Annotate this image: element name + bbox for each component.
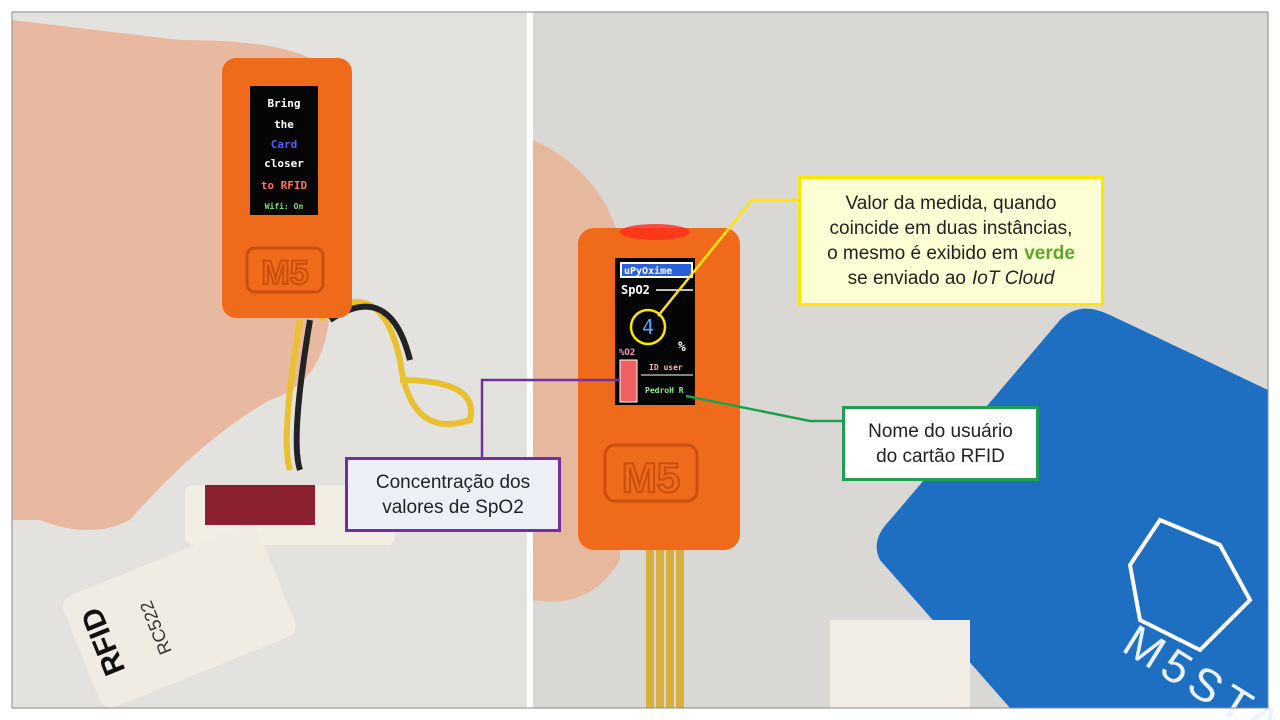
callout-text: coincide em duas instâncias, <box>829 218 1073 239</box>
callout: Valor da medida, quando coincide em duas… <box>798 176 1104 306</box>
card <box>876 308 1268 708</box>
screen-text: Card <box>271 138 298 151</box>
screen-text: SpO2 <box>621 283 650 297</box>
logo-frame <box>603 443 699 503</box>
screen-text: Bring <box>267 97 300 110</box>
screen-text: PedroH R <box>645 386 684 395</box>
screen <box>250 86 318 215</box>
screen-text: the <box>274 118 294 131</box>
logo: M5 <box>261 254 308 292</box>
led <box>620 224 690 240</box>
screen-text: to RFID <box>261 179 308 192</box>
screen-text: Wifi: On <box>265 201 304 211</box>
logo-frame <box>245 246 325 294</box>
module <box>830 620 970 708</box>
callout-text: valores de SpO2 <box>382 496 524 518</box>
callout-text: Nome do usuário <box>868 420 1013 442</box>
screen-value: 4 <box>642 315 654 339</box>
screen-text: % <box>678 340 686 355</box>
callout-text: se enviado ao <box>847 268 966 289</box>
highlight-circle <box>629 308 667 346</box>
screen-bar <box>619 359 638 403</box>
screen-text: %O2 <box>619 348 635 358</box>
connector <box>205 485 315 525</box>
rfid-module <box>63 524 296 708</box>
callout-line <box>685 394 842 423</box>
screen-text: ID user <box>649 363 683 372</box>
card-logo <box>1127 517 1253 653</box>
logo: M5 <box>622 454 680 501</box>
callout: Concentração dos valores de SpO2 <box>345 457 561 532</box>
screen-text: closer <box>264 157 304 170</box>
callout-line <box>480 378 620 457</box>
callout-text: Valor da medida, quando <box>845 193 1057 214</box>
callout-text: IoT Cloud <box>971 268 1055 289</box>
frame <box>11 11 1269 709</box>
screen-text: uPyOxime <box>624 265 672 277</box>
callout-highlight: verde <box>1024 243 1075 264</box>
callout: Nome do usuário do cartão RFID <box>842 406 1039 481</box>
screen-header <box>622 264 691 276</box>
callout-line <box>657 198 798 317</box>
callout-text: Concentração dos <box>375 471 531 493</box>
callout-text: o mesmo é exibido em <box>827 243 1019 264</box>
cable <box>646 550 684 708</box>
callout-text: do cartão RFID <box>876 445 1005 467</box>
